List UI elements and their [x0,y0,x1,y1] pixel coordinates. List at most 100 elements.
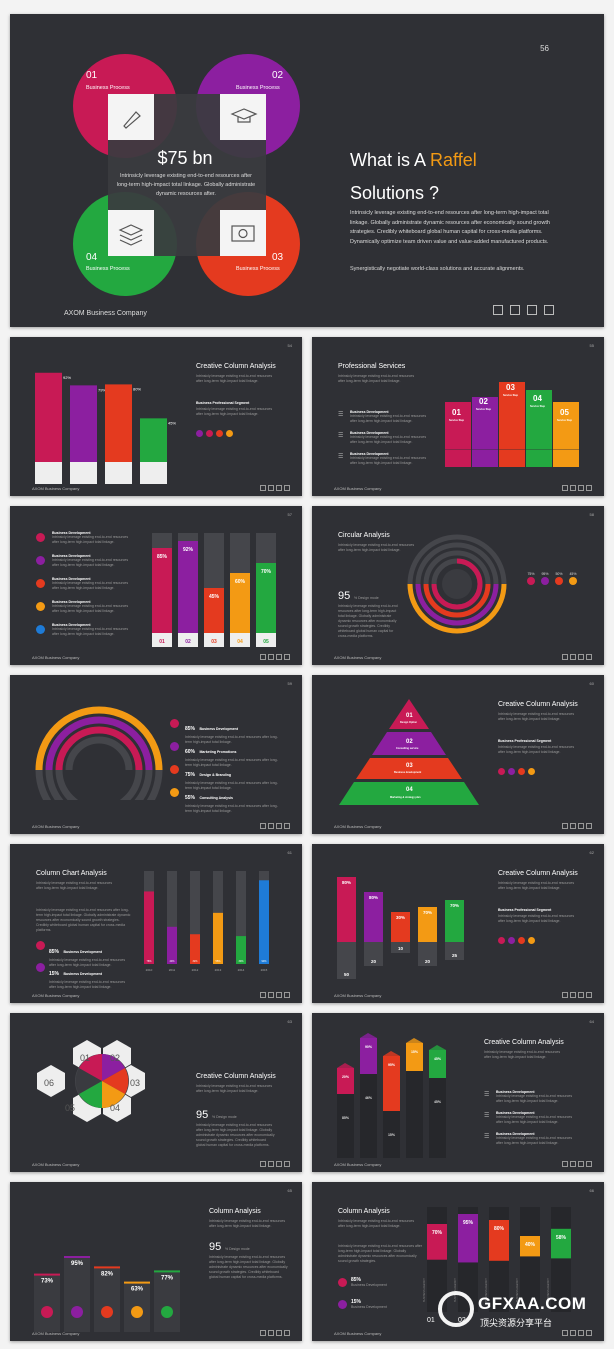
bar-label: 80% [494,1226,505,1232]
page-number: 58 [589,512,594,517]
bar [35,372,62,462]
slide-title: Circular Analysis [338,532,390,539]
category-label: 02 [185,639,191,645]
bar-icon-box [140,462,167,484]
big-number: 95 [209,1241,222,1253]
bar-base [204,633,224,647]
year-label: 2013 [215,968,222,972]
bar [70,385,97,462]
bar [458,1214,478,1263]
social-links [493,305,554,315]
page-number: 62 [589,850,594,855]
bar-base [152,633,172,647]
center-value: $75 bn [157,148,213,168]
bar-label: 78% [146,960,152,963]
bar-cap [360,1033,377,1038]
page-number: 56 [540,44,549,53]
slide-text: Intrinsicly leverage existing end-to-end… [36,881,113,890]
bar-label: 58% [556,1235,567,1241]
bar-label: 90% [261,960,267,963]
column-chart-3: 78% 2010 40% 2011 32% 2012 55% 2013 30% 2014 90% 20… [144,871,269,972]
bar-label: 45% [209,594,220,600]
bar-icon-box [35,462,62,484]
year-label: 2012 [192,968,199,972]
bar-icon [71,1306,83,1318]
side-label: BUSINESS AGENCY [547,1278,550,1302]
big-number: 95 [338,590,351,602]
bar [144,891,154,964]
bar-label: 15% [411,1050,419,1054]
circle-03-number: 03 [272,252,284,263]
footer: AXOM Business Company [32,824,80,829]
bar-lower-label: 46% [365,1096,373,1100]
bar-top-line [154,1270,180,1273]
paragraph: Intrinsicly leverage existing end-to-end… [338,604,398,638]
twitter-icon[interactable] [510,305,520,315]
bar-track [520,1207,540,1312]
bar-cap [406,1038,423,1043]
footer: AXOM Business Company [32,486,80,491]
bar-base [230,633,250,647]
slide-title: Column Analysis [209,1208,261,1215]
circular-rings [407,534,507,634]
page-number: 55 [589,343,594,348]
bar-icon-box [105,462,132,484]
bar [105,384,132,462]
bar-shadow [406,1043,423,1158]
instagram-icon[interactable] [544,305,554,315]
bar-label: 95% [388,1063,396,1067]
page-number: 65 [287,1188,292,1193]
slide-3d-columns: 64 20% 85% 90% 46% 95% 15% 15% 45% 45% Creative … [312,1013,604,1172]
bar-icon [161,1306,173,1318]
bar-label: 70% [432,1230,443,1236]
process-diagram [73,54,300,296]
main-slide: 56 01 Business Process 02 Business Proce… [10,14,604,327]
slide-text: Intrinsicly leverage existing end-to-end… [196,1084,273,1093]
bar [167,926,177,964]
social-links [562,485,592,491]
social-links [260,485,290,491]
color-dots [498,937,535,944]
page-number: 66 [589,1188,594,1193]
bar-label: 85% [157,554,168,560]
social-links [562,823,592,829]
bar-lower [418,942,437,966]
bar-lower [337,942,356,979]
bar-label: 70% [423,910,432,915]
bar-label: 45% [168,420,176,425]
services-list: ☰ Business Development Intrinsicly leverag… [484,1090,573,1145]
bar-lower-label: 20 [371,959,377,964]
footer: AXOM Business Company [32,1331,80,1336]
slide-hexagon: 63 01 02 03 04 05 06 Creative Column Ana… [10,1013,302,1172]
bar-label: 95% [71,1261,84,1267]
footer: AXOM Business Company [334,1331,382,1336]
title-highlight: Raffel [430,150,477,170]
slide-professional-services: 55 Professional Services Intrinsicly lev… [312,337,604,496]
big-number: 95 [196,1109,209,1121]
bar [427,1224,447,1260]
bar [152,548,172,633]
main-paragraph-2: Synergistically negotiate world-class so… [350,266,525,272]
bar-icon [131,1306,143,1318]
year-label: 2010 [146,968,153,972]
bar-lower-label: 50 [344,972,350,977]
social-links [260,823,290,829]
bar [94,1266,120,1332]
circle-01-number: 01 [86,70,98,81]
linkedin-icon[interactable] [527,305,537,315]
bar [140,418,167,462]
slide-title: Creative Column Analysis [196,1073,276,1080]
page-number: 54 [287,343,292,348]
bar [34,1273,60,1332]
page-number: 57 [287,512,292,517]
slide-column-analysis-1: 65 73% 95% 82% 63% 77% Column Analysis Intri… [10,1182,302,1341]
bar-lower-label: 10 [398,946,404,951]
graduation-cap-icon [220,94,266,140]
bar-label: 40% [169,960,175,963]
bar-base [178,633,198,647]
social-links [260,992,290,998]
facebook-icon[interactable] [493,305,503,315]
slide-creative-column-1: 54 92% 79% 80% 45% Creative Column Analysis… [10,337,302,496]
bar-cap [429,1045,446,1050]
column-chart-4: 80% 50 80% 20 30% 10 70% 20 70% 25 [337,877,464,979]
